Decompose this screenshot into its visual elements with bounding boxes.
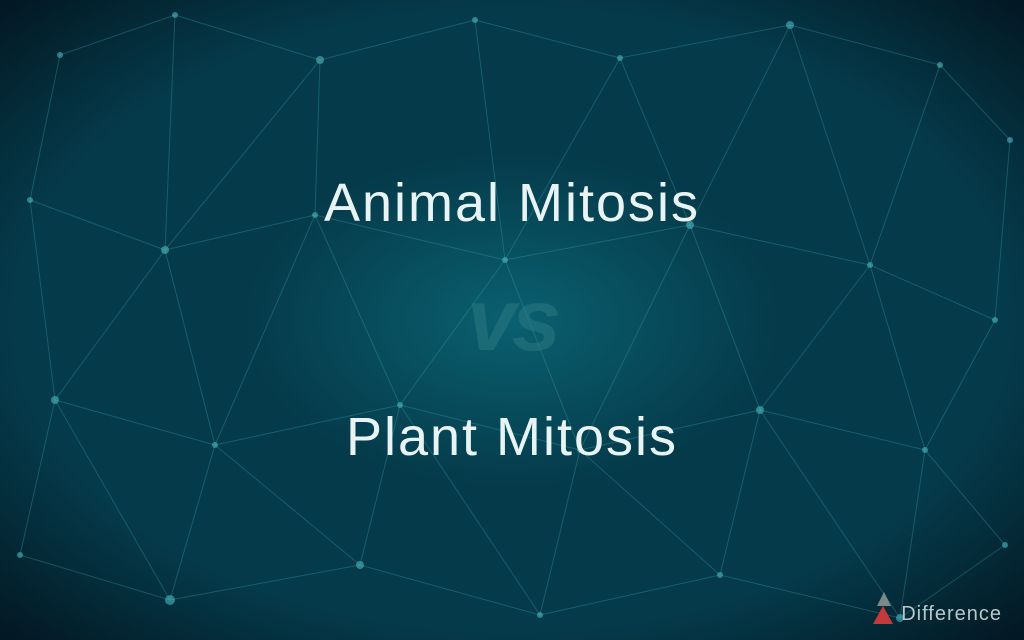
title-bottom: Plant Mitosis (346, 406, 678, 468)
brand-triangle-icon (873, 606, 893, 624)
comparison-infographic: Animal Mitosis vs Plant Mitosis Differen… (0, 0, 1024, 640)
vs-label: vs (467, 269, 557, 371)
footer-brand: Difference (873, 603, 1002, 626)
title-top: Animal Mitosis (324, 172, 700, 234)
brand-text: Difference (901, 603, 1002, 626)
